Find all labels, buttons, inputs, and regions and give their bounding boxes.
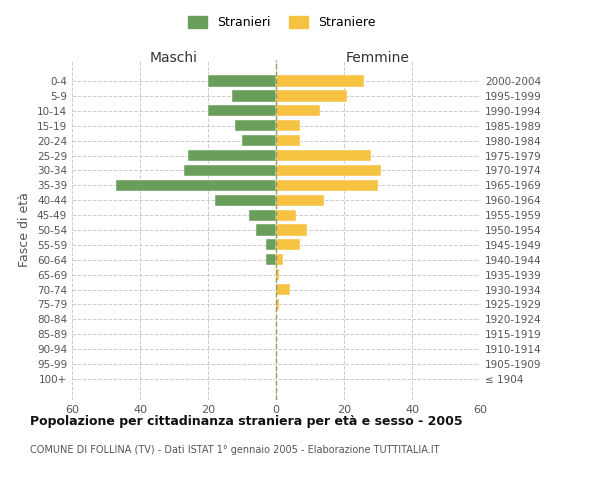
- Bar: [276, 76, 364, 86]
- Y-axis label: Fasce di età: Fasce di età: [19, 192, 31, 268]
- Bar: [276, 269, 280, 280]
- Bar: [256, 224, 276, 235]
- Bar: [276, 254, 283, 266]
- Text: Maschi: Maschi: [150, 50, 198, 64]
- Bar: [208, 105, 276, 117]
- Bar: [276, 194, 323, 206]
- Bar: [235, 120, 276, 132]
- Bar: [266, 254, 276, 266]
- Legend: Stranieri, Straniere: Stranieri, Straniere: [184, 11, 380, 34]
- Text: Femmine: Femmine: [346, 50, 410, 64]
- Bar: [266, 240, 276, 250]
- Bar: [188, 150, 276, 161]
- Bar: [116, 180, 276, 191]
- Bar: [276, 90, 347, 102]
- Bar: [208, 76, 276, 86]
- Bar: [276, 210, 296, 220]
- Bar: [232, 90, 276, 102]
- Text: Popolazione per cittadinanza straniera per età e sesso - 2005: Popolazione per cittadinanza straniera p…: [30, 415, 463, 428]
- Bar: [276, 150, 371, 161]
- Bar: [276, 105, 320, 117]
- Text: COMUNE DI FOLLINA (TV) - Dati ISTAT 1° gennaio 2005 - Elaborazione TUTTITALIA.IT: COMUNE DI FOLLINA (TV) - Dati ISTAT 1° g…: [30, 445, 439, 455]
- Bar: [276, 180, 378, 191]
- Bar: [184, 165, 276, 176]
- Bar: [276, 165, 382, 176]
- Bar: [276, 135, 300, 146]
- Bar: [215, 194, 276, 206]
- Bar: [276, 299, 280, 310]
- Bar: [276, 224, 307, 235]
- Bar: [249, 210, 276, 220]
- Bar: [276, 120, 300, 132]
- Bar: [242, 135, 276, 146]
- Bar: [276, 240, 300, 250]
- Bar: [276, 284, 290, 295]
